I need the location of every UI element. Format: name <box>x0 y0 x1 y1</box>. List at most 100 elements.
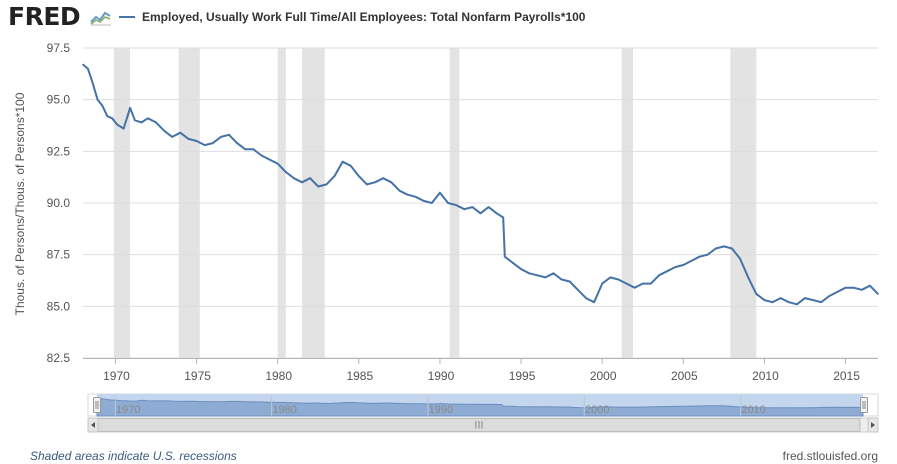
data-point <box>236 142 238 144</box>
series-line[interactable] <box>82 63 879 306</box>
data-point <box>422 200 425 202</box>
data-point <box>220 136 222 138</box>
data-point <box>260 154 263 157</box>
data-point <box>301 181 303 184</box>
grid-lines <box>83 47 878 359</box>
data-point <box>479 212 482 215</box>
data-point <box>828 295 831 297</box>
data-point <box>285 171 287 173</box>
navigator-left-handle[interactable] <box>93 397 101 413</box>
data-point <box>641 282 644 285</box>
data-point <box>852 286 855 289</box>
data-point <box>87 67 89 70</box>
chart-legend[interactable]: Employed, Usually Work Full Time/All Emp… <box>119 10 585 24</box>
data-point <box>633 286 636 289</box>
legend-swatch <box>119 16 135 18</box>
navigator-ticks: 1970 1980 1990 2000 2010 <box>114 396 766 416</box>
data-point <box>601 282 603 285</box>
data-point <box>463 208 466 210</box>
data-point <box>382 177 384 179</box>
data-point <box>341 160 344 163</box>
data-point <box>366 183 368 186</box>
data-point <box>195 140 198 142</box>
data-point <box>796 303 798 306</box>
data-point <box>568 280 571 283</box>
data-point <box>129 107 131 109</box>
data-point <box>504 255 506 258</box>
data-point <box>163 129 165 132</box>
data-point <box>706 253 709 256</box>
x-axis: 1970 1975 1980 1985 1990 1995 2000 2005 2010 2015 <box>83 358 878 383</box>
data-point <box>398 189 401 192</box>
data-point <box>844 286 847 289</box>
scroll-right-icon <box>871 422 875 428</box>
data-point <box>487 206 490 208</box>
data-point <box>625 282 628 285</box>
y-tick-label: 95.0 <box>47 93 71 107</box>
x-tick-label: 1990 <box>428 369 455 383</box>
data-point <box>116 123 118 126</box>
source-link[interactable]: fred.stlouisfed.org <box>782 449 878 463</box>
data-point <box>544 276 547 279</box>
data-point <box>187 138 190 140</box>
data-point <box>101 105 104 107</box>
y-tick-label: 97.5 <box>47 41 71 55</box>
data-point <box>723 245 725 248</box>
recession-note: Shaded areas indicate U.S. recessions <box>30 449 237 463</box>
x-tick-label: 1985 <box>346 369 373 383</box>
x-tick-label: 1995 <box>509 369 536 383</box>
data-point <box>179 131 182 134</box>
data-point <box>358 175 360 177</box>
data-point <box>585 297 587 299</box>
data-point <box>349 165 352 167</box>
y-tick-label: 92.5 <box>47 144 71 158</box>
data-point <box>714 247 717 250</box>
data-point <box>682 264 685 266</box>
data-point <box>560 278 563 281</box>
line-graph-icon <box>89 8 113 26</box>
fred-logo[interactable]: FRED <box>8 2 81 31</box>
data-point <box>106 115 109 117</box>
x-tick-label: 2000 <box>590 369 617 383</box>
data-point <box>739 258 741 260</box>
y-axis: 82.5 85.0 87.5 90.0 92.5 95.0 97.5 <box>47 41 71 365</box>
data-point <box>455 204 457 206</box>
y-axis-title: Thous. of Persons/Thous. of Persons*100 <box>13 92 27 315</box>
y-tick-label: 87.5 <box>47 248 71 262</box>
data-point <box>406 193 409 196</box>
data-point <box>333 175 336 177</box>
data-point <box>787 301 790 304</box>
data-point <box>252 148 255 151</box>
data-point <box>877 293 879 295</box>
data-point <box>860 289 863 291</box>
x-tick-label: 2015 <box>833 369 860 383</box>
data-point <box>495 212 498 215</box>
data-point <box>91 82 94 84</box>
data-point <box>779 297 782 299</box>
navigator[interactable]: 1970 1980 1990 2000 2010 III <box>87 393 879 433</box>
data-point <box>609 276 612 279</box>
data-point <box>771 301 774 304</box>
data-point <box>512 262 514 264</box>
data-point <box>520 268 522 270</box>
navigator-right-handle[interactable] <box>860 397 868 413</box>
data-point <box>812 299 814 301</box>
data-point <box>869 284 871 287</box>
x-tick-label: 1980 <box>265 369 292 383</box>
data-point <box>228 134 230 136</box>
data-point <box>528 272 530 275</box>
data-point <box>731 247 733 250</box>
data-point <box>666 270 668 273</box>
data-point <box>122 127 125 130</box>
navigator-scrollbar[interactable]: III <box>87 417 879 433</box>
chart: 1970 1975 1980 1985 1990 1995 2000 2005 2010 2015… <box>13 41 879 433</box>
data-point <box>552 272 555 275</box>
data-point <box>593 301 595 304</box>
data-point <box>690 260 693 262</box>
data-point <box>111 117 114 120</box>
scroll-left-icon <box>91 422 95 428</box>
data-point <box>325 183 328 186</box>
data-point <box>577 289 579 291</box>
x-tick-label: 1970 <box>103 369 130 383</box>
data-point <box>96 98 99 101</box>
